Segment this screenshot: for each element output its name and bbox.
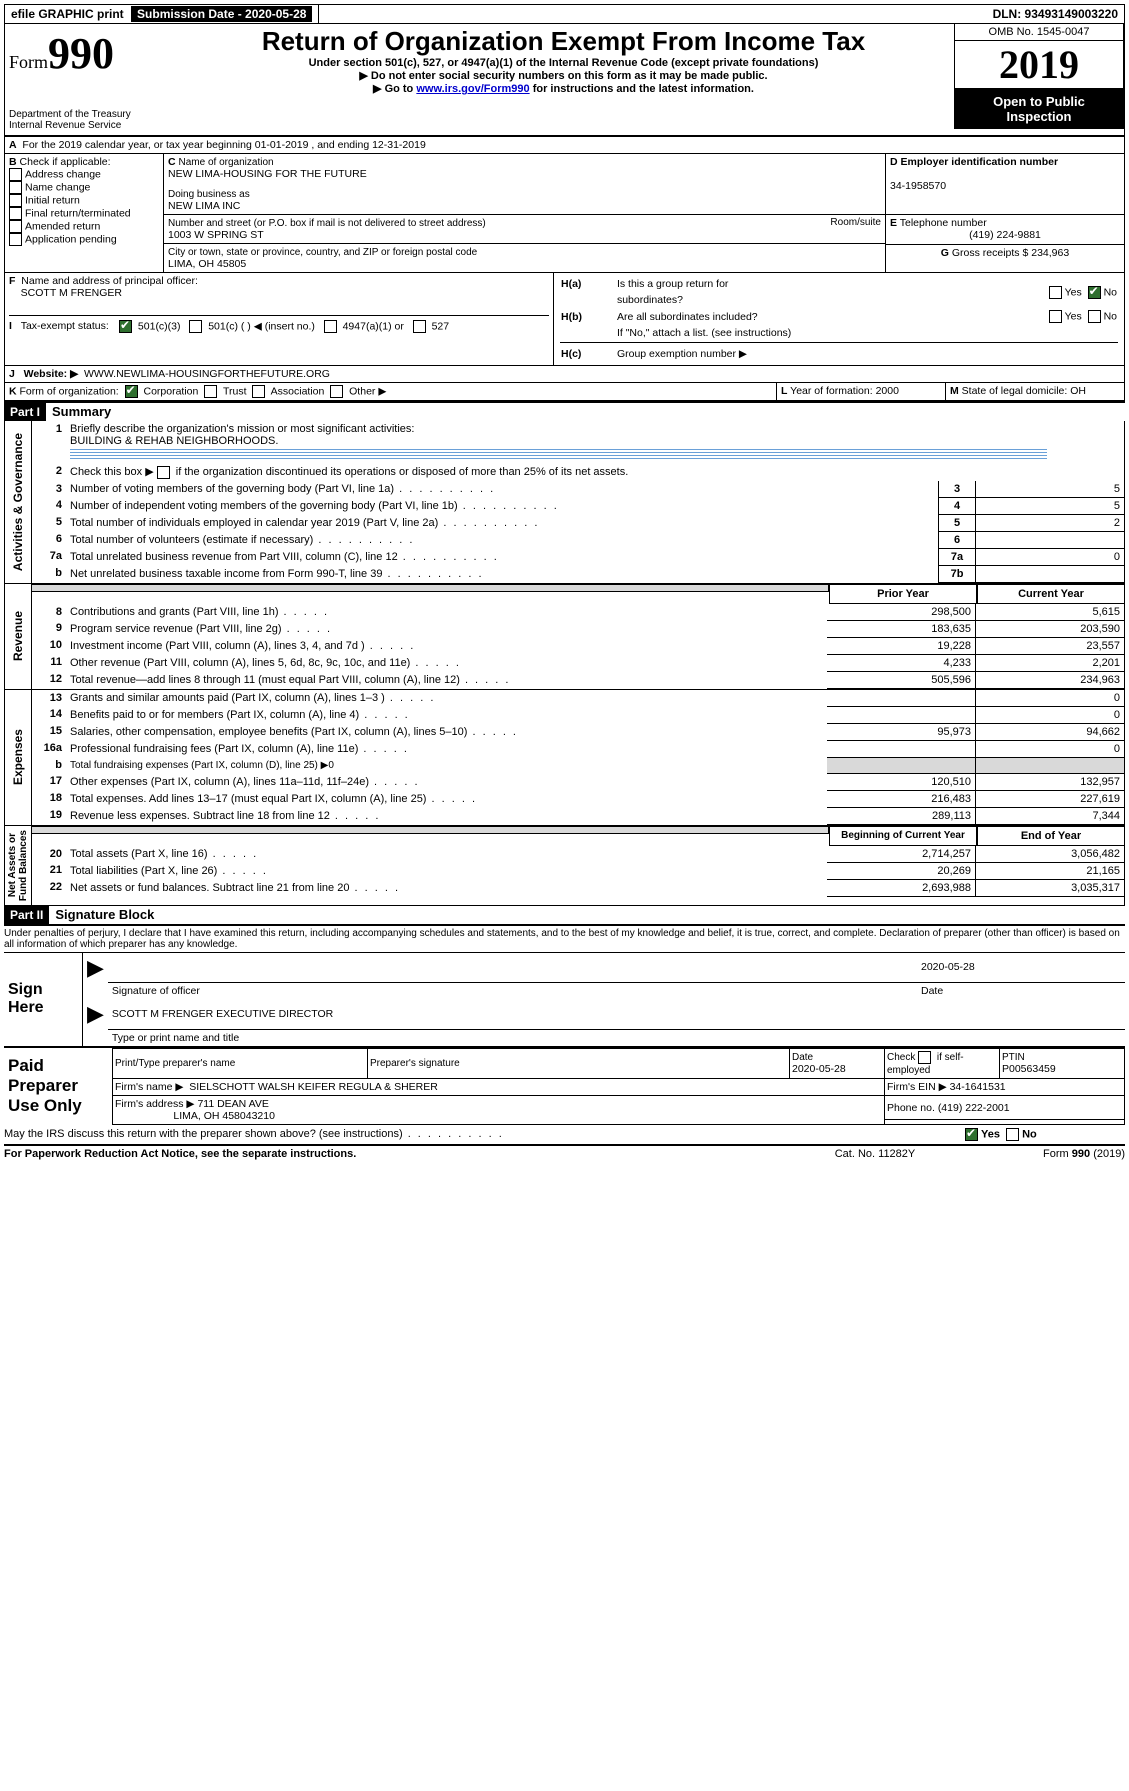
checkbox-trust[interactable]: [204, 385, 217, 398]
block-b-to-g: B Check if applicable: Address change Na…: [4, 154, 1125, 273]
line-j: J Website: ▶ WWW.NEWLIMA-HOUSINGFORTHEFU…: [4, 366, 1125, 383]
irs-link[interactable]: www.irs.gov/Form990: [416, 83, 529, 95]
box-g: G Gross receipts $ 234,963: [886, 244, 1125, 273]
open-to-public: Open to PublicInspection: [954, 89, 1124, 129]
checkbox-discontinued[interactable]: [157, 466, 170, 479]
section-net-assets: Net Assets or Fund Balances Beginning of…: [4, 826, 1125, 906]
col-prior-year: Prior Year: [829, 584, 977, 604]
mission-text: BUILDING & REHAB NEIGHBORHOODS.: [70, 435, 278, 447]
col-beginning-year: Beginning of Current Year: [829, 826, 977, 846]
col-current-year: Current Year: [977, 584, 1124, 604]
dept-treasury: Department of the Treasury: [9, 109, 169, 120]
subtitle-2: Do not enter social security numbers on …: [175, 69, 952, 82]
dln: DLN: 93493149003220: [987, 5, 1124, 23]
discuss-line: May the IRS discuss this return with the…: [4, 1125, 1125, 1146]
section-revenue: Revenue Prior Year Current Year 8Contrib…: [4, 584, 1125, 690]
side-label-netassets: Net Assets or Fund Balances: [5, 826, 31, 905]
checkbox-discuss-no[interactable]: [1006, 1128, 1019, 1141]
box-b: B Check if applicable: Address change Na…: [4, 154, 164, 273]
part-2-header: Part IISignature Block: [4, 906, 1125, 924]
line-l: L Year of formation: 2000: [777, 383, 946, 401]
subtitle-1: Under section 501(c), 527, or 4947(a)(1)…: [175, 57, 952, 69]
efile-label: efile GRAPHIC print Submission Date - 20…: [5, 5, 319, 23]
perjury-statement: Under penalties of perjury, I declare th…: [4, 926, 1125, 952]
org-name: NEW LIMA-HOUSING FOR THE FUTURE: [168, 168, 367, 180]
top-bar: efile GRAPHIC print Submission Date - 20…: [4, 4, 1125, 24]
col-end-year: End of Year: [977, 826, 1124, 846]
submission-date: Submission Date - 2020-05-28: [131, 6, 312, 22]
officer-name: SCOTT M FRENGER EXECUTIVE DIRECTOR: [108, 999, 1125, 1029]
form-title: Return of Organization Exempt From Incom…: [175, 26, 952, 57]
street-address: 1003 W SPRING ST: [168, 229, 264, 241]
sign-here-label: Sign Here: [4, 953, 83, 1046]
checkbox-4947[interactable]: [324, 320, 337, 333]
side-label-revenue: Revenue: [9, 607, 27, 665]
dba-name: NEW LIMA INC: [168, 200, 240, 212]
checkbox-corporation[interactable]: [125, 385, 138, 398]
checkbox-association[interactable]: [252, 385, 265, 398]
line-k: K Form of organization: Corporation Trus…: [4, 383, 777, 401]
paid-preparer-block: Paid Preparer Use Only Print/Type prepar…: [4, 1048, 1125, 1125]
line-a: A For the 2019 calendar year, or tax yea…: [4, 135, 1125, 154]
principal-officer: SCOTT M FRENGER: [21, 287, 122, 299]
tax-year: 2019: [954, 41, 1124, 89]
block-f-h: F Name and address of principal officer:…: [4, 273, 1125, 366]
part-1-header: Part ISummary: [4, 403, 1125, 421]
form-header: Form990 Department of the Treasury Inter…: [4, 24, 1125, 135]
footer: For Paperwork Reduction Act Notice, see …: [4, 1146, 1125, 1160]
checkbox-501c3[interactable]: [119, 320, 132, 333]
side-label-expenses: Expenses: [9, 725, 27, 789]
subtitle-3: Go to www.irs.gov/Form990 for instructio…: [175, 82, 952, 95]
checkbox-501c[interactable]: [189, 320, 202, 333]
section-governance: Activities & Governance 1 Briefly descri…: [4, 421, 1125, 584]
paid-preparer-label: Paid Preparer Use Only: [4, 1048, 113, 1124]
box-e: E Telephone number (419) 224-9881: [886, 215, 1125, 244]
irs-label: Internal Revenue Service: [9, 120, 169, 131]
checkbox-other[interactable]: [330, 385, 343, 398]
checkbox-527[interactable]: [413, 320, 426, 333]
signature-block: Sign Here ▶ 2020-05-28 Signature of offi…: [4, 953, 1125, 1046]
firm-name: SIELSCHOTT WALSH KEIFER REGULA & SHERER: [189, 1081, 438, 1093]
side-label-governance: Activities & Governance: [9, 429, 27, 575]
omb-number: OMB No. 1545-0047: [954, 24, 1124, 41]
section-expenses: Expenses 13Grants and similar amounts pa…: [4, 690, 1125, 826]
city-state-zip: LIMA, OH 45805: [168, 258, 246, 270]
form-number: Form990: [9, 28, 169, 79]
checkbox-discuss-yes[interactable]: [965, 1128, 978, 1141]
line-m: M State of legal domicile: OH: [946, 383, 1125, 401]
box-d: D Employer identification number 34-1958…: [886, 154, 1125, 215]
